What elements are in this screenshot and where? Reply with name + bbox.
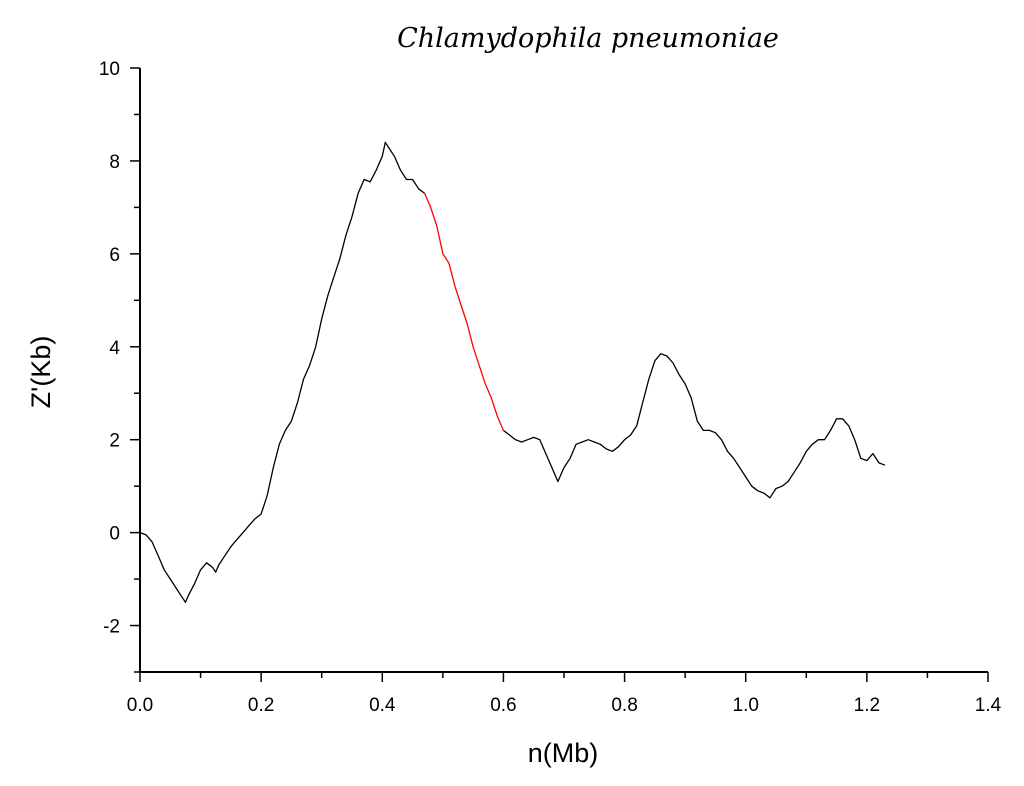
x-tick-label: 1.0 [733, 695, 759, 716]
x-tick-label: 0.6 [490, 695, 516, 716]
axis-ticks: 0.0 0.2 0.4 0.6 0.8 1.0 1.2 1.4 -2 0 2 4 6 8 10 [99, 59, 1002, 716]
y-tick-label: 8 [109, 152, 120, 173]
y-tick-label: 0 [109, 524, 120, 545]
series-line-0 [139, 141, 426, 603]
x-tick-label: 0.2 [248, 695, 274, 716]
y-tick-label: 10 [99, 59, 120, 80]
series-layer [139, 141, 886, 603]
series-line-1 [424, 193, 504, 431]
x-tick-label: 0.8 [611, 695, 637, 716]
x-tick-label: 1.2 [854, 695, 880, 716]
x-tick-label: 0.4 [369, 695, 396, 716]
y-tick-label: 6 [109, 245, 120, 266]
x-tick-label: 1.4 [975, 695, 1002, 716]
y-tick-label: 4 [109, 338, 120, 359]
series-line-2 [503, 353, 886, 499]
chart-title: Chlamydophila pneumoniae [397, 23, 779, 54]
y-axis-label: Z'(Kb) [26, 336, 56, 409]
x-tick-label: 0.0 [127, 695, 153, 716]
y-tick-label: -2 [103, 617, 120, 638]
y-tick-label: 2 [109, 431, 120, 452]
x-axis-label: n(Mb) [528, 738, 599, 768]
